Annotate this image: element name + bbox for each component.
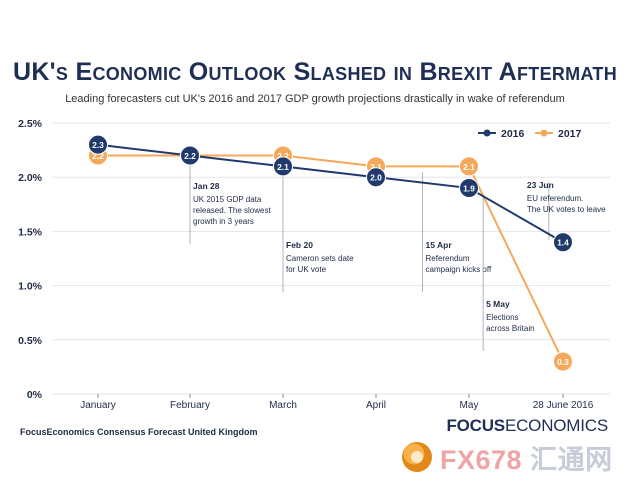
data-label-2017: 0.3 xyxy=(557,357,569,367)
x-tick-label: February xyxy=(170,400,210,411)
y-tick-label: 1.5% xyxy=(18,226,43,238)
annotation-text: The UK votes to leave xyxy=(527,205,606,214)
data-label-2017: 2.2 xyxy=(277,151,289,161)
x-tick-label: May xyxy=(460,400,479,411)
data-label-2016: 2.1 xyxy=(277,162,289,172)
x-tick-label: 28 June 2016 xyxy=(533,400,594,411)
watermark-text: FX678 汇通网 xyxy=(440,438,613,477)
y-tick-label: 2.5% xyxy=(18,118,43,130)
y-tick-label: 2.0% xyxy=(18,172,43,184)
legend-label: 2016 xyxy=(501,128,525,140)
data-point-2017 xyxy=(459,156,479,177)
annotation-text: EU referendum. xyxy=(527,194,583,203)
data-point-2016 xyxy=(273,156,293,177)
annotation-text: growth in 3 years xyxy=(193,217,254,226)
annotation-text: UK 2015 GDP data xyxy=(193,195,262,204)
series-line-2017 xyxy=(98,154,564,362)
legend-swatch-dot xyxy=(540,129,548,137)
data-label-2016: 2.3 xyxy=(92,140,104,150)
watermark: FX678 汇通网 xyxy=(402,438,613,477)
data-label-2016: 2.0 xyxy=(370,173,382,183)
y-tick-label: 0% xyxy=(27,389,43,401)
brand-logo: FOCUSECONOMICS xyxy=(446,416,608,436)
series-line-2016 xyxy=(97,143,564,244)
legend-swatch-dot xyxy=(483,129,491,137)
data-label-2016: 1.4 xyxy=(557,238,569,248)
annotation-text: across Britain xyxy=(486,324,534,333)
brand-logo-light: ECONOMICS xyxy=(504,416,608,435)
source-note: FocusEconomics Consensus Forecast United… xyxy=(20,427,258,437)
annotation-date: Jan 28 xyxy=(193,181,220,191)
brand-logo-bold: FOCUS xyxy=(446,416,505,435)
y-tick-label: 0.5% xyxy=(18,335,43,347)
watermark-logo-icon xyxy=(402,442,432,472)
data-point-2016 xyxy=(180,145,200,166)
annotation-text: for UK vote xyxy=(286,265,327,274)
annotation-date: 15 Apr xyxy=(426,240,453,250)
annotation-date: Feb 20 xyxy=(286,240,313,250)
data-label-2017: 2.2 xyxy=(92,151,104,161)
watermark-text-b: 汇通网 xyxy=(530,444,613,475)
data-point-2016 xyxy=(88,134,108,155)
annotation-text: Cameron sets date xyxy=(286,254,354,263)
annotation-text: campaign kicks off xyxy=(426,265,492,274)
annotation-text: Referendum xyxy=(426,254,470,263)
data-label-2017: 2.1 xyxy=(370,162,382,172)
data-label-2016: 2.2 xyxy=(184,151,196,161)
annotation-text: released. The slowest xyxy=(193,206,271,215)
annotation-text: Elections xyxy=(486,313,518,322)
data-point-2016 xyxy=(366,167,386,188)
annotation-date: 23 Jun xyxy=(527,180,554,190)
data-point-2016 xyxy=(553,232,573,253)
annotation-date: 5 May xyxy=(486,299,510,309)
data-label-2017: 2.1 xyxy=(463,162,475,172)
y-tick-label: 1.0% xyxy=(18,281,43,293)
legend-label: 2017 xyxy=(558,128,582,140)
chart-subtitle: Leading forecasters cut UK's 2016 and 20… xyxy=(65,93,565,105)
chart-title: UK's Economic Outlook Slashed in Brexit … xyxy=(12,58,618,86)
data-point-2016 xyxy=(459,178,479,199)
x-tick-label: March xyxy=(269,400,297,411)
data-label-2016: 1.9 xyxy=(463,184,475,194)
x-tick-label: January xyxy=(80,400,116,411)
x-tick-label: April xyxy=(366,400,386,411)
data-point-2017 xyxy=(553,351,573,372)
watermark-text-a: FX678 xyxy=(440,444,523,475)
